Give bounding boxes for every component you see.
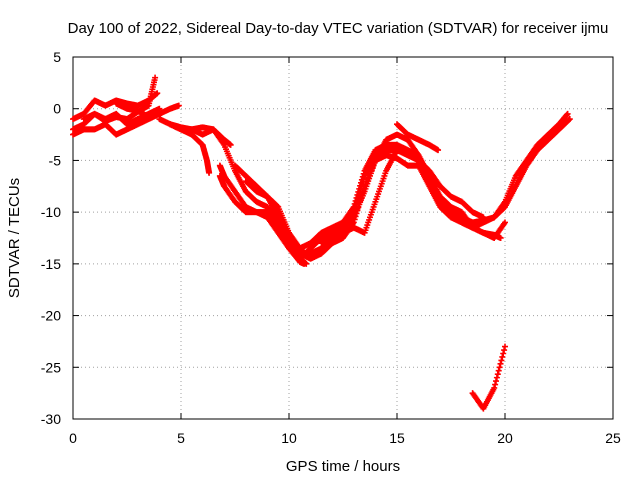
x-tick-label: 10 bbox=[281, 430, 297, 446]
x-tick-label: 20 bbox=[497, 430, 513, 446]
y-tick-label: 5 bbox=[53, 49, 61, 65]
series-arc-17 bbox=[469, 343, 508, 412]
data-point bbox=[492, 381, 499, 388]
data-point bbox=[359, 173, 366, 180]
data-point bbox=[156, 105, 163, 112]
x-axis-ticks: 0 5 10 15 20 25 bbox=[69, 57, 621, 446]
data-point bbox=[227, 141, 234, 148]
data-point bbox=[500, 350, 507, 357]
data-point bbox=[497, 235, 504, 241]
series-arc-5 bbox=[113, 100, 182, 120]
data-point bbox=[357, 182, 364, 189]
y-tick-label: -15 bbox=[41, 256, 61, 272]
data-point bbox=[480, 214, 487, 221]
data-point bbox=[152, 74, 159, 81]
data-point bbox=[175, 102, 182, 109]
y-tick-label: -30 bbox=[41, 411, 61, 427]
data-point bbox=[356, 185, 363, 192]
data-point bbox=[496, 364, 503, 371]
data-point bbox=[493, 374, 500, 381]
series-arc-16 bbox=[394, 121, 442, 154]
y-axis-label: SDTVAR / TECUs bbox=[6, 178, 23, 298]
data-point bbox=[497, 360, 504, 367]
data-point bbox=[499, 353, 506, 360]
data-point bbox=[494, 371, 501, 378]
data-series bbox=[70, 74, 573, 412]
x-tick-label: 25 bbox=[605, 430, 621, 446]
data-point bbox=[274, 203, 281, 210]
data-point bbox=[491, 384, 498, 391]
data-point bbox=[358, 179, 364, 186]
y-tick-label: -25 bbox=[41, 359, 61, 375]
data-point bbox=[495, 367, 502, 374]
series-arc-15 bbox=[318, 147, 487, 247]
data-point bbox=[206, 169, 213, 176]
data-point bbox=[493, 378, 499, 385]
data-point bbox=[566, 116, 573, 123]
y-tick-label: -5 bbox=[49, 152, 62, 168]
y-tick-label: -20 bbox=[41, 308, 61, 324]
data-point bbox=[154, 90, 161, 97]
data-point bbox=[354, 191, 361, 198]
series-arc-14 bbox=[296, 131, 508, 262]
data-point bbox=[360, 170, 367, 177]
data-point bbox=[353, 194, 360, 201]
x-axis-label: GPS time / hours bbox=[286, 458, 400, 475]
plot-frame bbox=[72, 56, 614, 420]
data-point bbox=[358, 176, 365, 183]
y-tick-label: -10 bbox=[41, 204, 61, 220]
data-point bbox=[502, 219, 508, 226]
x-tick-label: 5 bbox=[177, 430, 185, 446]
data-point bbox=[349, 215, 356, 222]
data-point bbox=[502, 343, 508, 350]
data-point bbox=[352, 197, 359, 204]
x-tick-label: 0 bbox=[69, 430, 77, 446]
y-axis-ticks: 5 0 -5 -10 -15 -20 -25 -30 bbox=[41, 49, 613, 427]
series-arc-13 bbox=[264, 110, 571, 252]
data-point bbox=[501, 347, 508, 354]
data-point bbox=[565, 116, 572, 123]
data-point bbox=[355, 188, 362, 195]
chart-title: Day 100 of 2022, Sidereal Day-to-day VTE… bbox=[68, 20, 609, 37]
data-point bbox=[498, 357, 505, 364]
data-point bbox=[303, 260, 310, 267]
data-point bbox=[564, 110, 571, 117]
x-tick-label: 15 bbox=[389, 430, 405, 446]
y-tick-label: 0 bbox=[53, 101, 61, 117]
data-point bbox=[435, 147, 442, 154]
